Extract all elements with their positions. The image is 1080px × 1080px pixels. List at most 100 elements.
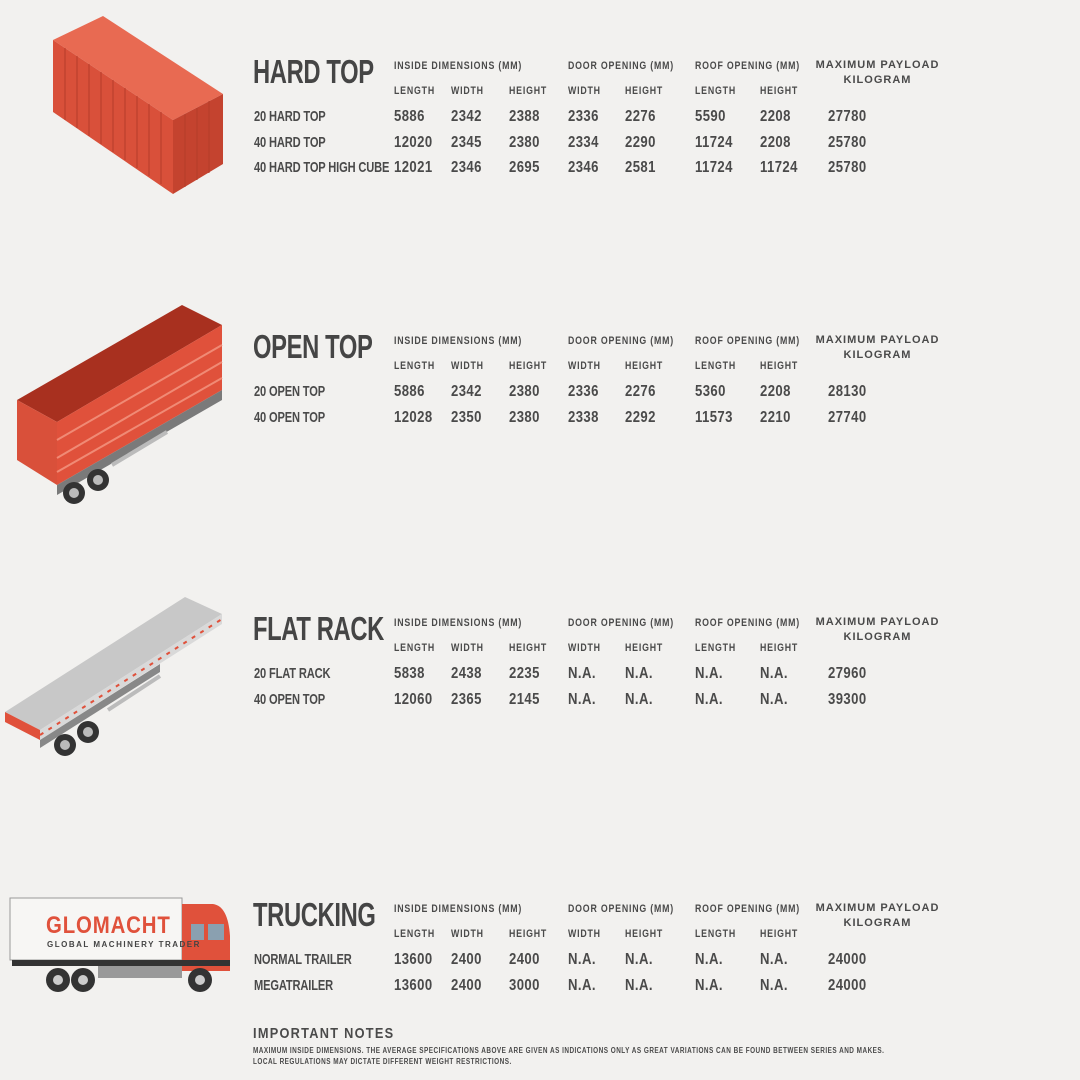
cell-value: 2334 — [568, 133, 599, 151]
subheader: HEIGHT — [509, 85, 548, 97]
row-name: NORMAL TRAILER — [254, 951, 352, 968]
cell-value: 5360 — [695, 383, 726, 400]
subheader: WIDTH — [568, 642, 601, 654]
cell-value: N.A. — [625, 690, 653, 708]
cell-value: N.A. — [695, 976, 723, 994]
header-max-payload: MAXIMUM PAYLOAD — [815, 616, 940, 628]
subheader: WIDTH — [451, 360, 484, 372]
header-max-payload: MAXIMUM PAYLOAD — [815, 334, 940, 346]
cell-value: N.A. — [625, 976, 653, 994]
cell-value: 2380 — [509, 383, 540, 400]
cell-value: 39300 — [828, 690, 867, 708]
truck-logo-tagline: GLOBAL MACHINERY TRADER — [47, 940, 201, 949]
cell-value: 5590 — [695, 108, 726, 125]
header-inside-dimensions: INSIDE DIMENSIONS (MM) — [394, 903, 523, 915]
subheader: HEIGHT — [760, 360, 799, 372]
cell-value: 5838 — [394, 665, 425, 682]
header-max-payload: MAXIMUM PAYLOAD — [815, 902, 940, 914]
cell-value: 2210 — [760, 408, 791, 426]
header-inside-dimensions: INSIDE DIMENSIONS (MM) — [394, 335, 523, 347]
subheader: LENGTH — [394, 85, 435, 97]
cell-value: 2208 — [760, 383, 791, 400]
cell-value: N.A. — [625, 951, 653, 968]
header-door-opening: DOOR OPENING (MM) — [568, 617, 674, 629]
header-door-opening: DOOR OPENING (MM) — [568, 903, 674, 915]
row-name: 20 FLAT RACK — [254, 665, 331, 682]
cell-value: 2342 — [451, 383, 482, 400]
cell-value: 2380 — [509, 408, 540, 426]
cell-value: 12020 — [394, 133, 433, 151]
subheader: LENGTH — [695, 85, 736, 97]
notes-title: IMPORTANT NOTES — [253, 1025, 395, 1042]
cell-value: 13600 — [394, 951, 433, 968]
cell-value: 2695 — [509, 159, 540, 176]
cell-value: 2336 — [568, 108, 599, 125]
header-inside-dimensions: INSIDE DIMENSIONS (MM) — [394, 617, 523, 629]
cell-value: 2292 — [625, 408, 656, 426]
cell-value: 28130 — [828, 383, 867, 400]
cell-value: 27740 — [828, 408, 867, 426]
cell-value: 2365 — [451, 690, 482, 708]
cell-value: 25780 — [828, 159, 867, 176]
cell-value: 2350 — [451, 408, 482, 426]
open-top-trailer-illustration — [17, 305, 223, 504]
section-title: OPEN TOP — [253, 328, 373, 365]
header-kilogram: KILOGRAM — [843, 349, 912, 361]
cell-value: 24000 — [828, 951, 867, 968]
cell-value: 12028 — [394, 408, 433, 426]
subheader: LENGTH — [394, 642, 435, 654]
cell-value: 11724 — [695, 159, 733, 176]
cell-value: 2338 — [568, 408, 599, 426]
notes-line-1: MAXIMUM INSIDE DIMENSIONS. THE AVERAGE S… — [253, 1046, 885, 1055]
subheader: HEIGHT — [625, 360, 664, 372]
header-roof-opening: ROOF OPENING (MM) — [695, 335, 801, 347]
subheader: HEIGHT — [760, 928, 799, 940]
cell-value: N.A. — [695, 690, 723, 708]
subheader: LENGTH — [695, 928, 736, 940]
cell-value: 2208 — [760, 133, 791, 151]
cell-value: 2208 — [760, 108, 791, 125]
cell-value: N.A. — [695, 951, 723, 968]
header-kilogram: KILOGRAM — [843, 917, 912, 929]
row-name: MEGATRAILER — [254, 976, 333, 994]
truck-illustration — [9, 897, 230, 992]
cell-value: 11724 — [760, 159, 798, 176]
subheader: HEIGHT — [509, 642, 548, 654]
header-max-payload: MAXIMUM PAYLOAD — [815, 59, 940, 71]
subheader: HEIGHT — [760, 85, 799, 97]
subheader: LENGTH — [695, 360, 736, 372]
cell-value: 5886 — [394, 108, 425, 125]
subheader: LENGTH — [695, 642, 736, 654]
cell-value: N.A. — [625, 665, 653, 682]
cell-value: 13600 — [394, 976, 433, 994]
cell-value: 3000 — [509, 976, 540, 994]
cell-value: 2276 — [625, 108, 656, 125]
truck-logo-brand: GLOMACHT — [46, 912, 171, 939]
row-name: 20 OPEN TOP — [254, 383, 325, 400]
header-door-opening: DOOR OPENING (MM) — [568, 60, 674, 72]
cell-value: 27960 — [828, 665, 867, 682]
cell-value: 24000 — [828, 976, 867, 994]
subheader: WIDTH — [451, 642, 484, 654]
subheader: LENGTH — [394, 928, 435, 940]
cell-value: 2438 — [451, 665, 482, 682]
subheader: HEIGHT — [625, 928, 664, 940]
cell-value: N.A. — [695, 665, 723, 682]
cell-value: N.A. — [760, 690, 788, 708]
cell-value: 11724 — [695, 133, 733, 151]
cell-value: 2345 — [451, 133, 482, 151]
cell-value: 2145 — [509, 690, 540, 708]
subheader: WIDTH — [568, 928, 601, 940]
notes-line-2: LOCAL REGULATIONS MAY DICTATE DIFFERENT … — [253, 1057, 512, 1066]
header-roof-opening: ROOF OPENING (MM) — [695, 903, 801, 915]
cell-value: 2400 — [451, 951, 482, 968]
cell-value: 25780 — [828, 133, 867, 151]
cell-value: 2400 — [509, 951, 540, 968]
cell-value: 2581 — [625, 159, 656, 176]
cell-value: 2290 — [625, 133, 656, 151]
cell-value: N.A. — [568, 951, 596, 968]
cell-value: N.A. — [568, 976, 596, 994]
subheader: HEIGHT — [509, 928, 548, 940]
row-name: 40 HARD TOP HIGH CUBE — [254, 159, 390, 176]
header-kilogram: KILOGRAM — [843, 74, 912, 86]
